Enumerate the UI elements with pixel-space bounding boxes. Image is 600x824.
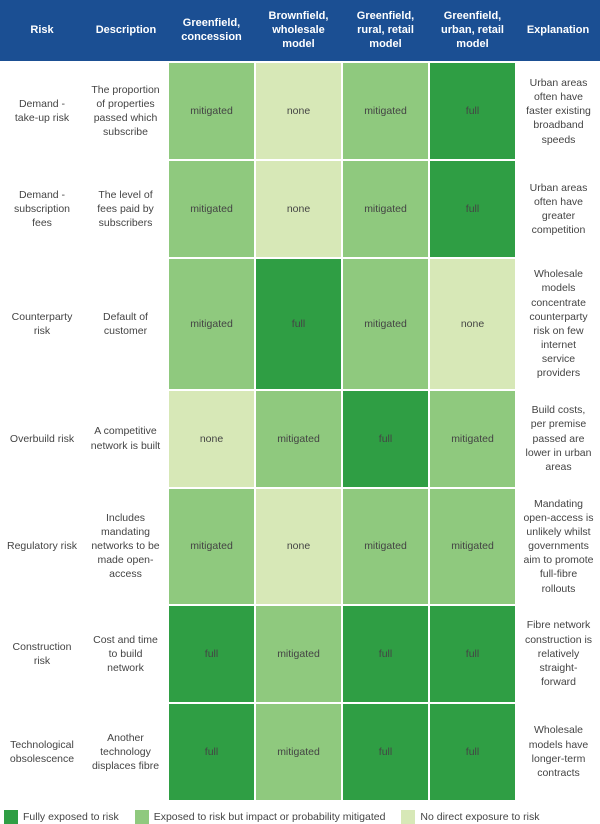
risk-cell: mitigated — [342, 488, 429, 605]
col-header: Risk — [0, 0, 84, 62]
legend-item: Exposed to risk but impact or probabilit… — [135, 810, 386, 824]
legend-label: Exposed to risk but impact or probabilit… — [154, 811, 386, 823]
risk-description: Includes mandating networks to be made o… — [84, 488, 168, 605]
risk-name: Regulatory risk — [0, 488, 84, 605]
risk-cell: mitigated — [342, 258, 429, 389]
legend-item: Fully exposed to risk — [4, 810, 119, 824]
legend-label: No direct exposure to risk — [420, 811, 539, 823]
risk-name: Demand - take-up risk — [0, 62, 84, 160]
risk-cell: full — [342, 703, 429, 801]
table-row: Overbuild riskA competitive network is b… — [0, 390, 600, 488]
risk-description: Cost and time to build network — [84, 605, 168, 703]
risk-name: Overbuild risk — [0, 390, 84, 488]
risk-cell: mitigated — [168, 62, 255, 160]
table-row: Regulatory riskIncludes mandating networ… — [0, 488, 600, 605]
table-row: Technological obsolescenceAnother techno… — [0, 703, 600, 801]
col-header: Greenfield, rural, retail model — [342, 0, 429, 62]
col-header: Description — [84, 0, 168, 62]
col-header: Explanation — [516, 0, 600, 62]
legend-swatch — [401, 810, 415, 824]
risk-cell: full — [255, 258, 342, 389]
col-header: Brownfield, wholesale model — [255, 0, 342, 62]
risk-matrix-table: RiskDescriptionGreenfield, concessionBro… — [0, 0, 600, 802]
risk-cell: mitigated — [168, 160, 255, 258]
risk-cell: none — [168, 390, 255, 488]
table-row: Demand - subscription feesThe level of f… — [0, 160, 600, 258]
table-row: Counterparty riskDefault of customermiti… — [0, 258, 600, 389]
risk-cell: mitigated — [168, 258, 255, 389]
legend: Fully exposed to risk Exposed to risk but… — [0, 802, 600, 824]
risk-cell: full — [168, 605, 255, 703]
risk-description: The level of fees paid by subscribers — [84, 160, 168, 258]
risk-cell: none — [255, 62, 342, 160]
risk-cell: full — [429, 703, 516, 801]
risk-description: The proportion of properties passed whic… — [84, 62, 168, 160]
risk-explanation: Wholesale models have longer-term contra… — [516, 703, 600, 801]
risk-explanation: Mandating open-access is unlikely whilst… — [516, 488, 600, 605]
col-header: Greenfield, urban, retail model — [429, 0, 516, 62]
risk-description: Default of customer — [84, 258, 168, 389]
risk-name: Technological obsolescence — [0, 703, 84, 801]
risk-cell: mitigated — [429, 488, 516, 605]
legend-item: No direct exposure to risk — [401, 810, 539, 824]
risk-cell: mitigated — [429, 390, 516, 488]
legend-label: Fully exposed to risk — [23, 811, 119, 823]
risk-cell: full — [429, 62, 516, 160]
risk-cell: full — [429, 605, 516, 703]
col-header: Greenfield, concession — [168, 0, 255, 62]
risk-cell: mitigated — [168, 488, 255, 605]
table-row: Construction riskCost and time to build … — [0, 605, 600, 703]
risk-name: Demand - subscription fees — [0, 160, 84, 258]
table-row: Demand - take-up riskThe proportion of p… — [0, 62, 600, 160]
risk-description: A competitive network is built — [84, 390, 168, 488]
risk-cell: mitigated — [255, 605, 342, 703]
risk-explanation: Fibre network construction is relatively… — [516, 605, 600, 703]
risk-cell: full — [168, 703, 255, 801]
risk-cell: full — [342, 390, 429, 488]
risk-explanation: Urban areas often have greater competiti… — [516, 160, 600, 258]
risk-explanation: Wholesale models concentrate counterpart… — [516, 258, 600, 389]
risk-name: Construction risk — [0, 605, 84, 703]
risk-cell: full — [342, 605, 429, 703]
risk-cell: mitigated — [342, 160, 429, 258]
risk-cell: full — [429, 160, 516, 258]
risk-cell: mitigated — [255, 390, 342, 488]
legend-swatch — [135, 810, 149, 824]
risk-explanation: Urban areas often have faster existing b… — [516, 62, 600, 160]
risk-explanation: Build costs, per premise passed are lowe… — [516, 390, 600, 488]
risk-description: Another technology displaces fibre — [84, 703, 168, 801]
risk-cell: none — [255, 488, 342, 605]
risk-cell: mitigated — [342, 62, 429, 160]
risk-cell: none — [255, 160, 342, 258]
legend-swatch — [4, 810, 18, 824]
risk-name: Counterparty risk — [0, 258, 84, 389]
risk-cell: mitigated — [255, 703, 342, 801]
risk-cell: none — [429, 258, 516, 389]
